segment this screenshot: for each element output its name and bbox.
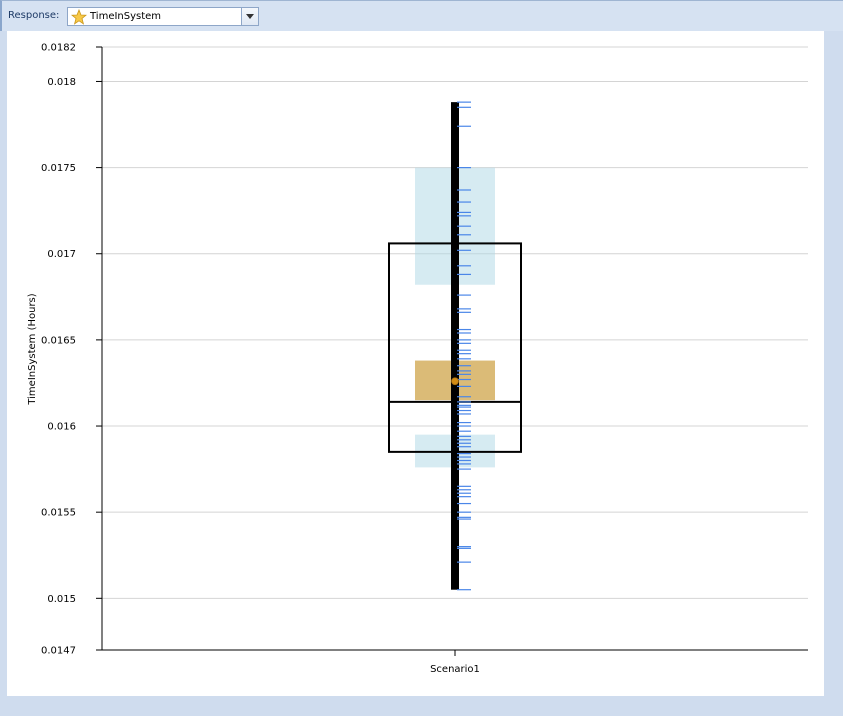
y-axis-label: TimeInSystem (Hours) <box>27 293 38 405</box>
response-select[interactable]: TimeInSystem <box>67 7 259 26</box>
y-tick-label: 0.0147 <box>41 646 76 657</box>
y-tick-label: 0.0155 <box>41 508 76 519</box>
mean-point <box>451 377 459 386</box>
y-tick-label: 0.0175 <box>41 163 76 174</box>
chevron-down-icon <box>246 14 254 19</box>
interquartile-box <box>388 242 522 453</box>
box-marks <box>388 101 522 591</box>
x-category-label: Scenario1 <box>430 664 480 675</box>
boxplot-chart: 0.0147 0.015 0.0155 0.016 0.0165 0.017 0.0175 0… <box>27 43 808 675</box>
y-tick-label: 0.0182 <box>41 43 76 54</box>
response-label: Response: <box>8 10 60 21</box>
whisker-range <box>451 102 459 590</box>
response-dropdown-button[interactable] <box>241 8 258 25</box>
y-tick-label: 0.018 <box>47 77 76 88</box>
y-axis-ticks: 0.0147 0.015 0.0155 0.016 0.0165 0.017 0.0175 0… <box>41 43 102 657</box>
x-axis-labels: Scenario1 <box>430 650 480 675</box>
response-value: TimeInSystem <box>90 11 162 22</box>
chart-panel: 0.0147 0.015 0.0155 0.016 0.0165 0.017 0.0175 0… <box>7 31 824 696</box>
y-tick-label: 0.017 <box>47 249 76 260</box>
y-tick-label: 0.015 <box>47 594 76 605</box>
y-tick-label: 0.0165 <box>41 335 76 346</box>
y-tick-label: 0.016 <box>47 422 76 433</box>
response-toolbar: Response: TimeInSystem <box>0 0 843 31</box>
star-icon <box>71 9 87 25</box>
